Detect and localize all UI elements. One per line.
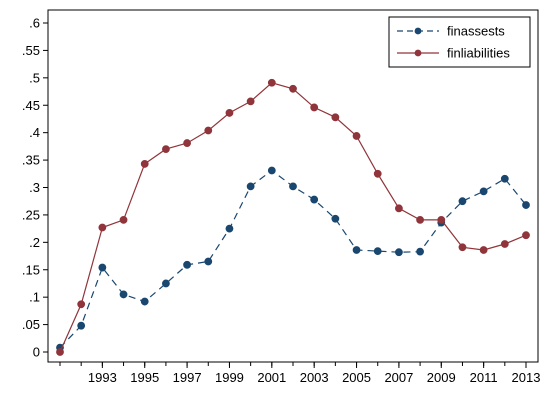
y-tick-label: .2 (29, 235, 40, 250)
data-point-finassests (140, 297, 149, 306)
data-point-finliabilities (56, 348, 64, 356)
data-point-finassests (204, 257, 213, 266)
data-point-finliabilities (437, 215, 446, 224)
data-point-finliabilities (225, 109, 234, 117)
data-point-finliabilities (267, 78, 276, 87)
data-point-finliabilities (395, 204, 403, 213)
data-point-finliabilities (204, 126, 213, 135)
y-tick-label: .35 (22, 153, 40, 168)
data-point-finliabilities (246, 97, 255, 106)
x-tick-label: 1997 (173, 370, 202, 385)
x-tick-label: 2009 (427, 370, 456, 385)
x-tick-label: 2003 (300, 370, 329, 385)
x-axis: 1993 1995 1997 1999 2001 2003 2005 2007 2009 2011… (59, 362, 541, 385)
series-group (56, 78, 530, 356)
x-tick-label: 1993 (88, 370, 117, 385)
data-point-finassests (352, 246, 361, 254)
y-tick-label: .55 (22, 43, 40, 58)
data-point-finliabilities (479, 246, 488, 254)
data-point-finassests (522, 201, 530, 209)
data-point-finliabilities (162, 145, 170, 154)
data-point-finassests (246, 182, 255, 191)
data-point-finassests (395, 248, 403, 257)
y-tick-label: 0 (33, 345, 40, 360)
data-point-finliabilities (331, 113, 340, 122)
data-point-finassests (77, 321, 86, 330)
x-tick-label: 2001 (257, 370, 286, 385)
data-point-finassests (416, 247, 424, 256)
x-tick-label: 2005 (342, 370, 371, 385)
data-point-finliabilities (98, 223, 107, 232)
data-point-finassests (331, 214, 340, 223)
y-tick-label: .05 (22, 317, 40, 332)
data-point-finliabilities (352, 132, 361, 140)
data-point-finliabilities (289, 84, 297, 93)
data-point-finassests (289, 182, 297, 191)
y-tick-label: .4 (29, 125, 40, 140)
y-tick-label: .1 (29, 290, 40, 305)
data-point-finliabilities (140, 160, 149, 168)
data-point-finliabilities (500, 240, 509, 248)
data-point-finassests (183, 260, 191, 269)
data-point-finassests (267, 166, 276, 175)
data-point-finliabilities (458, 243, 467, 252)
legend-swatch-marker (414, 27, 422, 35)
data-point-finliabilities (119, 215, 128, 224)
data-point-finassests (310, 195, 319, 204)
y-tick-label: .6 (29, 16, 40, 31)
data-point-finassests (500, 174, 509, 183)
y-tick-label: .45 (22, 98, 40, 113)
data-point-finliabilities (373, 169, 382, 178)
x-tick-label: 1995 (130, 370, 159, 385)
x-tick-label: 2011 (470, 370, 498, 385)
legend: finassests finliabilities (388, 16, 531, 68)
legend-label: finliabilities (447, 46, 510, 61)
x-tick-label: 2013 (512, 370, 541, 385)
y-axis: 0 .05 .1 .15 .2 .25 .3 .35 .4 .45 .5 .55 .6 (22, 16, 48, 360)
data-point-finassests (479, 187, 488, 196)
y-tick-label: .5 (29, 70, 40, 85)
x-tick-label: 1999 (215, 370, 244, 385)
data-point-finliabilities (416, 215, 424, 224)
data-point-finassests (98, 263, 107, 272)
legend-swatch-marker (414, 49, 422, 57)
data-point-finliabilities (522, 231, 530, 240)
data-point-finassests (458, 197, 467, 206)
data-point-finliabilities (310, 103, 319, 112)
data-point-finassests (373, 247, 382, 256)
data-point-finassests (225, 224, 234, 233)
data-point-finassests (119, 290, 128, 299)
data-point-finliabilities (77, 300, 86, 309)
data-point-finliabilities (183, 139, 191, 147)
legend-box (388, 16, 531, 68)
y-tick-label: .3 (29, 180, 40, 195)
x-tick-label: 2007 (384, 370, 413, 385)
y-tick-label: .15 (22, 262, 40, 277)
y-tick-label: .25 (22, 207, 40, 222)
data-point-finassests (162, 279, 170, 288)
legend-label: finassests (447, 24, 505, 39)
